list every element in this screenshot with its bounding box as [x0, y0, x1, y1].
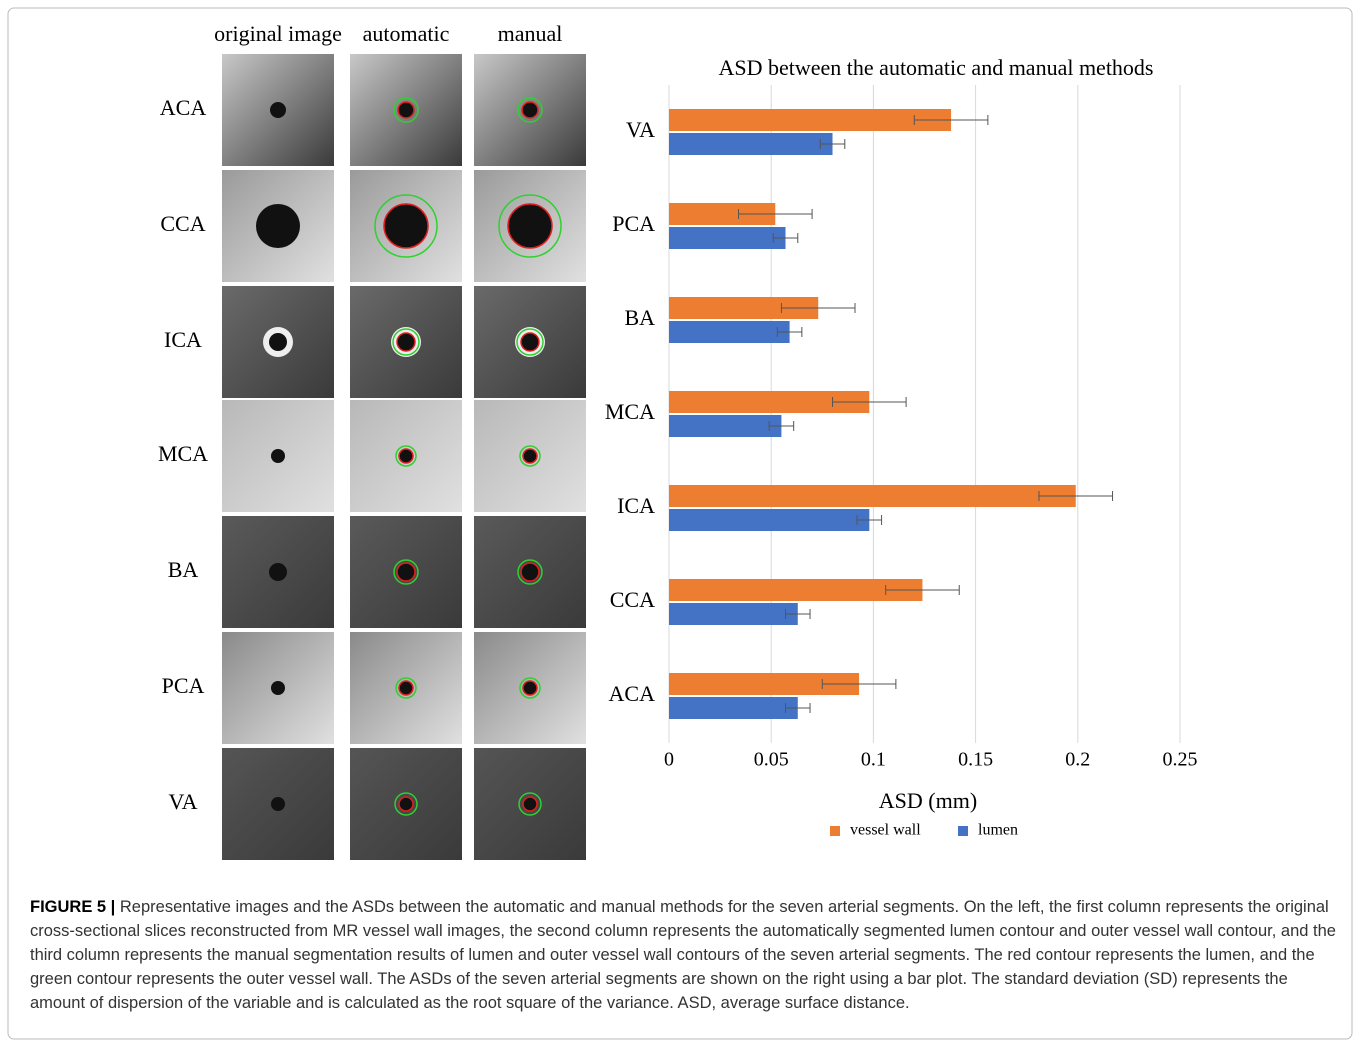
- lumen-dark: [271, 681, 285, 695]
- bar: [669, 603, 798, 625]
- lumen-dark: [270, 102, 286, 118]
- caption: FIGURE 5 | Representative images and the…: [30, 895, 1340, 1015]
- row-label: BA: [168, 557, 199, 582]
- column-header: automatic: [363, 21, 450, 46]
- lumen-dark: [269, 333, 287, 351]
- y-tick-label: PCA: [612, 211, 655, 236]
- lumen-dark: [269, 563, 287, 581]
- x-tick-label: 0.25: [1163, 749, 1198, 771]
- bar: [669, 227, 786, 249]
- bar: [669, 509, 869, 531]
- x-tick-label: 0.15: [958, 749, 993, 771]
- y-tick-label: ACA: [609, 681, 656, 706]
- y-tick-label: ICA: [617, 493, 655, 518]
- bar: [669, 415, 781, 437]
- bar: [669, 697, 798, 719]
- chart-title: ASD between the automatic and manual met…: [719, 55, 1154, 80]
- caption-label: FIGURE 5 |: [30, 898, 115, 916]
- y-tick-label: VA: [626, 117, 655, 142]
- figure: ASD between the automatic and manual met…: [0, 0, 1360, 1047]
- row-label: VA: [169, 789, 198, 814]
- row-label: PCA: [162, 673, 205, 698]
- column-header: manual: [498, 21, 563, 46]
- bar: [669, 579, 922, 601]
- row-label: ACA: [160, 95, 207, 120]
- lumen-dark: [271, 449, 285, 463]
- y-tick-label: MCA: [605, 399, 655, 424]
- legend-swatch: [830, 826, 840, 836]
- x-tick-label: 0.05: [754, 749, 789, 771]
- bar: [669, 485, 1076, 507]
- bar: [669, 133, 833, 155]
- y-tick-label: BA: [624, 305, 655, 330]
- row-label: CCA: [160, 211, 205, 236]
- caption-text: Representative images and the ASDs betwe…: [30, 898, 1336, 1012]
- legend-label: lumen: [978, 822, 1018, 839]
- x-axis-label: ASD (mm): [879, 788, 977, 813]
- lumen-dark: [256, 204, 300, 248]
- x-tick-label: 0: [664, 749, 674, 771]
- row-label: ICA: [164, 327, 202, 352]
- bar: [669, 321, 790, 343]
- row-label: MCA: [158, 441, 208, 466]
- x-tick-label: 0.2: [1065, 749, 1090, 771]
- y-tick-label: CCA: [610, 587, 655, 612]
- lumen-dark: [271, 797, 285, 811]
- legend-label: vessel wall: [850, 822, 921, 839]
- legend-swatch: [958, 826, 968, 836]
- x-tick-label: 0.1: [861, 749, 886, 771]
- bar: [669, 109, 951, 131]
- column-header: original image: [214, 21, 342, 46]
